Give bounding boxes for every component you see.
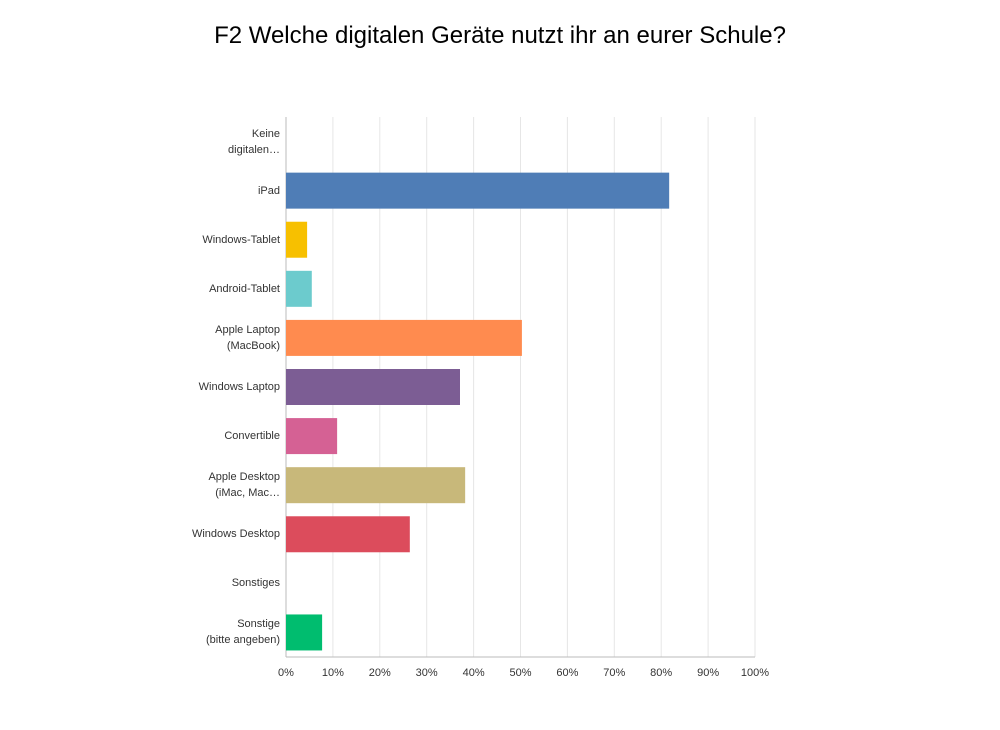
x-tick-label: 20% bbox=[369, 667, 391, 679]
bar bbox=[286, 467, 466, 504]
x-tick-label: 90% bbox=[697, 667, 719, 679]
bar bbox=[286, 369, 460, 405]
x-tick-label: 0% bbox=[278, 667, 294, 679]
y-tick-label: Apple Desktop (iMac, Mac… bbox=[208, 471, 280, 500]
x-tick-label: 10% bbox=[322, 667, 344, 679]
bar bbox=[286, 418, 338, 455]
x-tick-label: 70% bbox=[603, 667, 625, 679]
y-tick-label: Android-Tablet bbox=[209, 282, 280, 295]
x-tick-label: 30% bbox=[416, 667, 438, 679]
y-tick-label: Convertible bbox=[224, 430, 280, 443]
y-tick-label: Apple Laptop (MacBook) bbox=[215, 323, 280, 352]
bar bbox=[286, 172, 670, 209]
y-tick-label: Windows Desktop bbox=[191, 528, 280, 541]
x-tick-label: 100% bbox=[741, 667, 769, 679]
x-tick-label: 80% bbox=[650, 667, 672, 679]
y-tick-label: iPad bbox=[257, 184, 280, 197]
y-tick-label: Keine digitalen… bbox=[228, 127, 280, 156]
bar bbox=[286, 614, 323, 651]
y-tick-label: Windows Laptop bbox=[198, 381, 280, 393]
y-tick-label: Windows-Tablet bbox=[202, 233, 280, 246]
x-tick-label: 40% bbox=[463, 667, 485, 679]
x-tick-label: 50% bbox=[509, 667, 531, 679]
bar bbox=[286, 516, 410, 553]
y-tick-label: Sonstige (bitte angeben) bbox=[206, 618, 280, 647]
bar bbox=[286, 221, 308, 258]
y-tick-label: Sonstiges bbox=[231, 577, 280, 590]
bar bbox=[286, 270, 312, 307]
x-tick-label: 60% bbox=[556, 667, 578, 679]
chart-title: F2 Welche digitalen Geräte nutzt ihr an … bbox=[214, 22, 786, 49]
bar bbox=[286, 319, 522, 356]
